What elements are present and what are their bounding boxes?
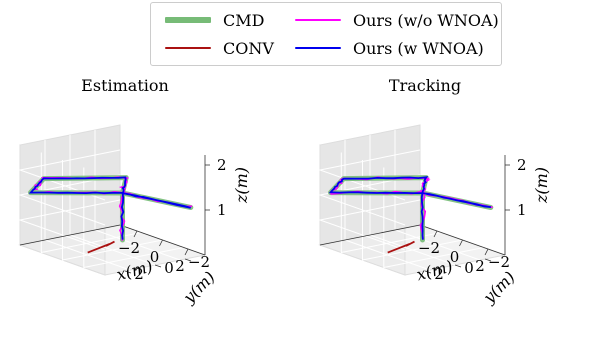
grid-line — [383, 167, 484, 269]
y-tick — [454, 264, 462, 268]
grid-line — [40, 152, 142, 254]
x-tick-label: −2 — [118, 239, 140, 257]
y-tick — [424, 270, 432, 274]
legend-label-cmd: CMD — [223, 10, 265, 30]
z-tick-label: 1 — [217, 201, 227, 219]
series-conv — [87, 240, 115, 254]
panel-title-tracking: Tracking — [388, 76, 462, 95]
x-tick — [433, 230, 438, 238]
x-tick-label: 2 — [175, 257, 185, 275]
x-tick — [159, 239, 163, 247]
legend-item-ours-wo-wnoa: Ours (w/o WNOA) — [295, 7, 499, 33]
legend-label-conv: CONV — [223, 38, 274, 58]
y-tick-label: 0 — [464, 259, 474, 277]
x-tick — [184, 248, 189, 256]
x-tick — [133, 230, 138, 238]
grid-line — [18, 174, 121, 226]
grid-line — [318, 199, 421, 251]
legend-item-ours-w-wnoa: Ours (w WNOA) — [295, 35, 484, 61]
series-ours-w-wnoa — [328, 176, 492, 240]
y-tick — [484, 258, 492, 262]
legend-item-cmd: CMD — [165, 7, 264, 33]
x-tick-label: 0 — [150, 248, 160, 266]
legend-swatch-conv — [165, 47, 211, 49]
y-tick-label: 0 — [164, 259, 174, 277]
legend: CMD CONV Ours (w/o WNOA) Ours (w WNOA) — [150, 2, 502, 66]
grid-line — [340, 152, 442, 254]
legend-swatch-ours-w-wnoa — [295, 47, 341, 49]
axis-edge — [19, 224, 121, 246]
legend-item-conv: CONV — [165, 35, 274, 61]
x-tick-label: −2 — [418, 239, 440, 257]
y-tick-label: −2 — [488, 253, 510, 271]
x-tick-label: 0 — [450, 248, 460, 266]
y-tick — [154, 264, 162, 268]
series-conv — [387, 240, 415, 254]
grid-line — [318, 149, 421, 201]
y-tick — [124, 270, 132, 274]
x-tick — [459, 239, 463, 247]
z-tick-label: 1 — [517, 201, 527, 219]
axis-edge — [319, 224, 421, 246]
z-axis-label: z(m) — [232, 167, 251, 204]
legend-swatch-ours-wo-wnoa — [295, 19, 341, 21]
y-tick-label: −2 — [188, 253, 210, 271]
grid-line — [18, 149, 121, 201]
y-tick — [184, 258, 192, 262]
x-tick-label: 2 — [475, 257, 485, 275]
panel-title-estimation: Estimation — [81, 76, 169, 95]
y-tick-label: 2 — [134, 265, 144, 283]
grid-line — [83, 167, 184, 269]
legend-label-ours-w-wnoa: Ours (w WNOA) — [353, 38, 484, 58]
legend-swatch-cmd — [165, 17, 211, 23]
x-tick — [484, 248, 489, 256]
z-tick-label: 2 — [217, 156, 227, 174]
series-ours-w-wnoa — [28, 176, 191, 240]
grid-line — [18, 199, 121, 251]
grid-line — [318, 174, 421, 226]
y-tick-label: 2 — [434, 265, 444, 283]
z-tick-label: 2 — [517, 156, 527, 174]
legend-label-ours-wo-wnoa: Ours (w/o WNOA) — [353, 10, 499, 30]
z-axis-label: z(m) — [532, 167, 551, 204]
